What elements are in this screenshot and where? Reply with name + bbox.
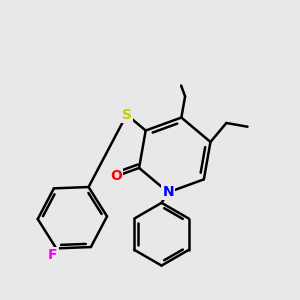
Text: S: S [122,108,132,122]
Text: N: N [162,185,174,200]
Text: F: F [48,248,58,262]
Text: O: O [110,169,122,183]
